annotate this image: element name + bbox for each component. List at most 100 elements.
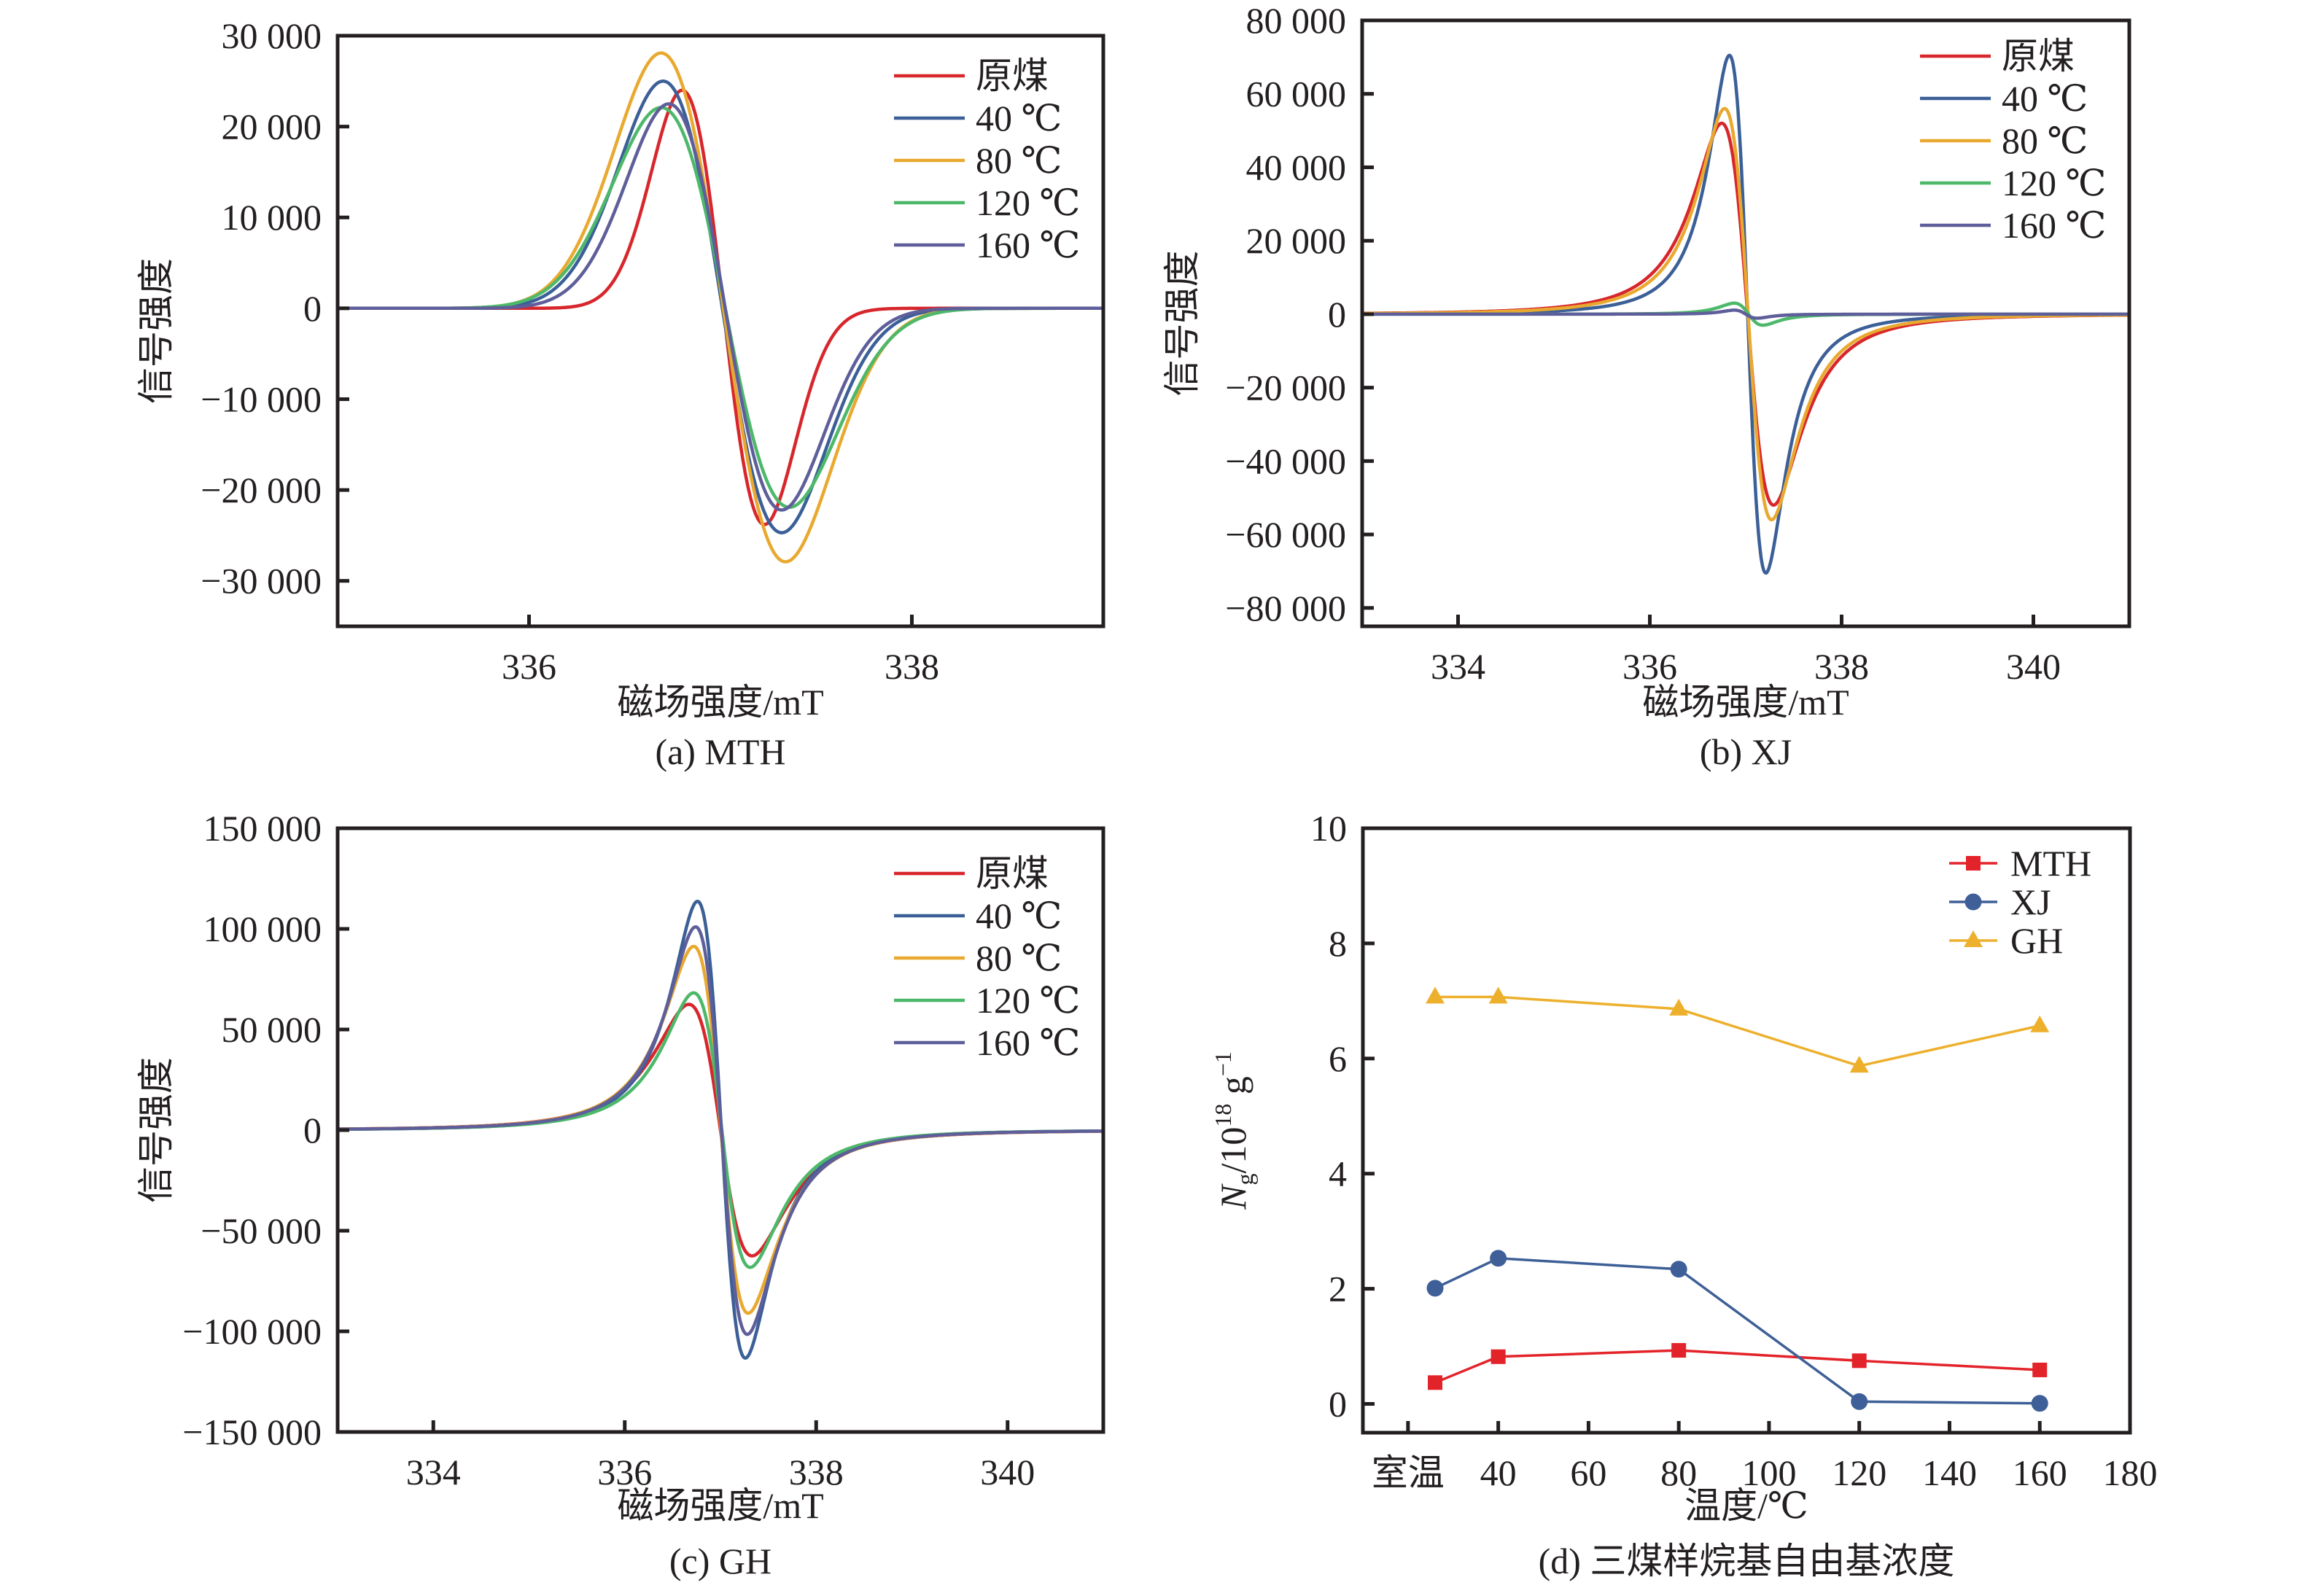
data-point-gh-3 <box>1849 1056 1869 1073</box>
data-point-gh-2 <box>1669 998 1689 1016</box>
x-tick-label: 40 <box>1480 1452 1517 1493</box>
y-tick-label: 10 000 <box>222 197 322 238</box>
legend-label-3: 120 ℃ <box>2002 163 2106 203</box>
legend-label-0: MTH <box>2010 843 2091 884</box>
y-tick-label: 0 <box>303 1110 322 1151</box>
y-tick-label: 6 <box>1329 1038 1347 1079</box>
legend-label-0: 原煤 <box>976 853 1049 894</box>
y-tick-label: −10 000 <box>201 378 322 419</box>
legend-label-3: 120 ℃ <box>976 182 1080 223</box>
legend-label-2: 80 ℃ <box>976 140 1062 181</box>
panel-c: 150 000 100 000 50 000 0 −50 000 −100 000 −150… <box>136 808 1105 1581</box>
x-tick-label: 336 <box>1622 646 1677 687</box>
x-tick-label: 180 <box>2103 1452 2158 1493</box>
y-tick-label: 0 <box>303 288 322 329</box>
data-point-gh-4 <box>2030 1015 2050 1032</box>
data-point-mth-1 <box>1490 1349 1506 1364</box>
data-point-xj-4 <box>2031 1395 2048 1412</box>
y-axis-title-subscript: g <box>1232 1174 1258 1186</box>
y-axis-title: 信号强度 <box>1162 251 1202 397</box>
plot-area <box>1426 986 2050 1412</box>
data-point-xj-3 <box>1851 1393 1868 1410</box>
series-line-4 <box>338 925 1103 1336</box>
data-point-mth-4 <box>2032 1362 2048 1377</box>
x-tick-label: 336 <box>597 1452 652 1492</box>
y-axis-title-symbol: N <box>1213 1183 1254 1210</box>
data-point-gh-0 <box>1426 986 1445 1004</box>
x-tick-label: 160 <box>2013 1452 2067 1493</box>
series-line-4 <box>338 102 1103 512</box>
data-point-mth-3 <box>1851 1353 1867 1369</box>
legend-label-1: 40 ℃ <box>976 98 1062 139</box>
legend-marker-1 <box>1964 893 1982 911</box>
x-tick-label: 120 <box>1832 1452 1886 1493</box>
series-line-xj <box>1434 1257 2040 1405</box>
y-tick-label: 100 000 <box>203 908 322 949</box>
legend-label-0: 原煤 <box>976 55 1049 96</box>
y-tick-label: −100 000 <box>182 1311 322 1352</box>
legend-label-1: XJ <box>2010 881 2051 922</box>
x-axis-title: 磁场强度/mT <box>617 682 823 723</box>
legend-label-4: 160 ℃ <box>976 1022 1080 1063</box>
panel-caption: (b) XJ <box>1700 731 1792 772</box>
y-axis-title-unit-exponent: −1 <box>1210 1051 1236 1076</box>
y-axis-title-exponent: 18 <box>1210 1104 1236 1127</box>
series-line-gh <box>1435 995 2040 1067</box>
y-tick-label: −40 000 <box>1225 440 1346 481</box>
data-point-gh-1 <box>1488 986 1508 1004</box>
x-tick-label: 340 <box>980 1452 1035 1492</box>
panel-caption: (a) MTH <box>655 731 785 772</box>
y-tick-label: −150 000 <box>182 1412 322 1452</box>
y-tick-label: 20 000 <box>1246 220 1347 261</box>
panel-caption: (d) 三煤样烷基自由基浓度 <box>1539 1541 1955 1581</box>
y-tick-label: 50 000 <box>222 1009 322 1050</box>
plot-area <box>1362 53 2129 575</box>
legend-label-2: 80 ℃ <box>2002 120 2088 161</box>
y-tick-label: −20 000 <box>201 470 322 510</box>
x-tick-label: 140 <box>1922 1452 1977 1493</box>
legend-label-0: 原煤 <box>2002 36 2075 77</box>
panel-caption: (c) GH <box>669 1541 772 1581</box>
data-point-xj-1 <box>1490 1250 1507 1267</box>
y-tick-label: 150 000 <box>203 808 322 849</box>
legend-label-2: 80 ℃ <box>976 938 1062 978</box>
x-tick-label: 338 <box>885 646 939 687</box>
y-axis-title: 信号强度 <box>136 1057 176 1203</box>
plot-frame <box>1360 18 2131 628</box>
plot-frame <box>1361 826 2132 1435</box>
y-tick-label: 60 000 <box>1246 74 1347 114</box>
y-tick-label: 40 000 <box>1246 147 1347 187</box>
y-tick-label: 8 <box>1329 923 1347 964</box>
legend-label-2: GH <box>2010 920 2063 961</box>
x-tick-label: 334 <box>1431 646 1485 687</box>
y-tick-label: 30 000 <box>222 15 322 56</box>
legend-label-1: 40 ℃ <box>2002 78 2088 119</box>
x-tick-label: 334 <box>406 1452 461 1492</box>
x-tick-label: 60 <box>1570 1452 1606 1493</box>
legend-label-4: 160 ℃ <box>976 225 1080 265</box>
series-line-4 <box>1362 308 2129 320</box>
plot-frame <box>335 34 1105 628</box>
x-tick-label: 338 <box>1814 646 1869 687</box>
y-tick-label: 20 000 <box>222 106 322 147</box>
y-tick-label: −80 000 <box>1225 588 1346 628</box>
x-tick-label: 340 <box>2006 646 2061 687</box>
y-axis-title: Ng/1018 g−1 <box>1210 1051 1258 1210</box>
y-tick-label: −50 000 <box>201 1210 322 1251</box>
data-point-mth-0 <box>1428 1375 1443 1390</box>
y-tick-label: 10 <box>1310 808 1347 849</box>
plot-area <box>338 899 1103 1360</box>
data-point-mth-2 <box>1671 1343 1687 1358</box>
y-axis-title-mid: /10 <box>1213 1127 1254 1174</box>
data-point-xj-2 <box>1670 1261 1687 1278</box>
x-tick-label: 336 <box>502 646 556 687</box>
y-tick-label: 2 <box>1329 1269 1347 1309</box>
legend-label-1: 40 ℃ <box>976 895 1062 936</box>
x-axis-title: 磁场强度/mT <box>1642 682 1849 723</box>
x-axis-title: 磁场强度/mT <box>617 1485 823 1526</box>
panel-a: 30 000 20 000 10 000 0 −10 000 −20 000 −30 000… <box>136 15 1105 772</box>
